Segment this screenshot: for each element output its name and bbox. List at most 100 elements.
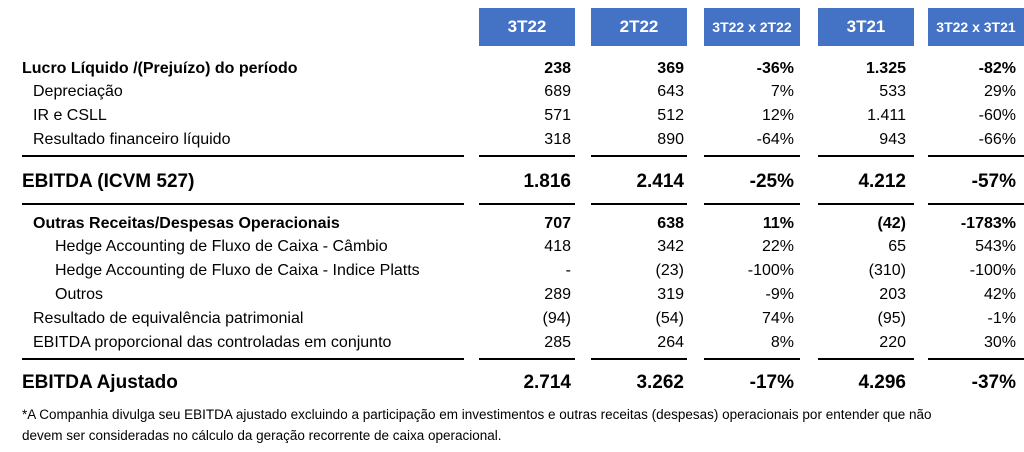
cell-2t22: (54) xyxy=(655,310,684,327)
row-label: Outras Receitas/Despesas Operacionais xyxy=(33,215,340,232)
cell-3t22: 289 xyxy=(544,286,571,303)
row-label: Outros xyxy=(55,286,104,303)
cell-3t21: 1.411 xyxy=(867,107,906,124)
separator-line xyxy=(479,155,575,157)
cell-3t22-vs-2t22: 8% xyxy=(770,334,794,351)
cell-3t22-vs-2t22: -64% xyxy=(756,131,794,148)
cell-3t22-vs-2t22: -36% xyxy=(756,60,794,77)
separator-line xyxy=(22,203,464,205)
cell-2t22: 638 xyxy=(657,215,684,232)
column-header-3t22-vs-3t21: 3T22 x 3T21 xyxy=(928,8,1024,46)
cell-2t22: 2.414 xyxy=(636,171,684,192)
cell-3t21: 533 xyxy=(879,83,906,100)
table-row-resultado-financeiro: Resultado financeiro líquido 318 890 -64… xyxy=(0,128,1024,152)
row-label: Hedge Accounting de Fluxo de Caixa - Ind… xyxy=(55,262,420,279)
cell-3t22-vs-3t21: 30% xyxy=(983,334,1016,351)
row-label: Resultado de equivalência patrimonial xyxy=(33,310,304,327)
separator-line xyxy=(22,155,464,157)
cell-3t22-vs-3t21: -37% xyxy=(971,372,1016,393)
cell-3t22-vs-2t22: -25% xyxy=(749,171,794,192)
cell-3t22: 285 xyxy=(544,334,571,351)
cell-2t22: 264 xyxy=(657,334,684,351)
cell-3t21: (310) xyxy=(868,262,906,279)
table-row-ebitda-proporcional: EBITDA proporcional das controladas em c… xyxy=(0,331,1024,355)
table-row-outras-receitas: Outras Receitas/Despesas Operacionais 70… xyxy=(0,212,1024,236)
table-row-lucro-liquido: Lucro Líquido /(Prejuízo) do período 238… xyxy=(0,57,1024,81)
cell-3t21: 943 xyxy=(879,131,906,148)
separator-line xyxy=(928,358,1024,360)
column-header-3t22-vs-2t22: 3T22 x 2T22 xyxy=(704,8,800,46)
cell-2t22: 643 xyxy=(657,83,684,100)
cell-3t22-vs-2t22: 12% xyxy=(761,107,794,124)
cell-3t21: (42) xyxy=(877,215,906,232)
column-header-2t22: 2T22 xyxy=(591,8,687,46)
row-label: EBITDA (ICVM 527) xyxy=(22,171,195,192)
row-label: EBITDA proporcional das controladas em c… xyxy=(33,334,392,351)
table-row-equivalencia: Resultado de equivalência patrimonial (9… xyxy=(0,307,1024,331)
cell-3t22-vs-2t22: 11% xyxy=(762,215,794,232)
cell-3t22: 689 xyxy=(544,83,571,100)
table-row-depreciacao: Depreciação 689 643 7% 533 29% xyxy=(0,80,1024,104)
cell-3t22-vs-3t21: -1% xyxy=(987,310,1016,327)
table-row-ebitda-icvm: EBITDA (ICVM 527) 1.816 2.414 -25% 4.212… xyxy=(0,169,1024,195)
separator-line xyxy=(928,155,1024,157)
cell-2t22: 342 xyxy=(657,238,684,255)
cell-2t22: 890 xyxy=(657,131,684,148)
cell-2t22: 319 xyxy=(657,286,684,303)
column-header-3t21: 3T21 xyxy=(818,8,914,46)
separator-line xyxy=(704,358,800,360)
row-label: IR e CSLL xyxy=(33,107,107,124)
separator-line xyxy=(479,203,575,205)
cell-3t22-vs-3t21: -60% xyxy=(978,107,1016,124)
cell-2t22: 369 xyxy=(657,60,684,77)
separator-line xyxy=(591,203,687,205)
footnote-line-2: devem ser consideradas no cálculo da ger… xyxy=(22,428,502,443)
cell-3t22: 707 xyxy=(544,215,571,232)
cell-3t21: 220 xyxy=(879,334,906,351)
cell-2t22: 512 xyxy=(657,107,684,124)
cell-3t21: 4.212 xyxy=(858,171,906,192)
cell-3t22-vs-3t21: -100% xyxy=(969,262,1016,279)
cell-3t22: (94) xyxy=(542,310,571,327)
cell-3t22: 238 xyxy=(544,60,571,77)
separator-line xyxy=(591,358,687,360)
row-label: EBITDA Ajustado xyxy=(22,372,178,393)
table-row-hedge-cambio: Hedge Accounting de Fluxo de Caixa - Câm… xyxy=(0,235,1024,259)
cell-3t22-vs-3t21: 29% xyxy=(983,83,1016,100)
separator-line xyxy=(818,203,914,205)
cell-3t22-vs-3t21: -1783% xyxy=(960,215,1016,232)
separator-line xyxy=(928,203,1024,205)
footnote-line-1: *A Companhia divulga seu EBITDA ajustado… xyxy=(22,407,932,422)
row-label: Hedge Accounting de Fluxo de Caixa - Câm… xyxy=(55,238,388,255)
column-header-3t22: 3T22 xyxy=(479,8,575,46)
footnote: *A Companhia divulga seu EBITDA ajustado… xyxy=(22,404,1012,446)
cell-3t22: 571 xyxy=(544,107,571,124)
cell-3t22-vs-3t21: -57% xyxy=(971,171,1016,192)
cell-3t21: 65 xyxy=(888,238,906,255)
cell-3t21: 1.325 xyxy=(865,60,906,77)
table-row-outros: Outros 289 319 -9% 203 42% xyxy=(0,283,1024,307)
separator-line xyxy=(704,155,800,157)
cell-3t22-vs-2t22: 7% xyxy=(770,83,794,100)
cell-3t22-vs-3t21: 42% xyxy=(983,286,1016,303)
separator-line xyxy=(479,358,575,360)
row-label: Resultado financeiro líquido xyxy=(33,131,231,148)
cell-3t22-vs-2t22: 74% xyxy=(761,310,794,327)
separator-line xyxy=(818,155,914,157)
cell-3t22-vs-2t22: -9% xyxy=(765,286,794,303)
separator-line xyxy=(818,358,914,360)
cell-3t22: 318 xyxy=(544,131,571,148)
cell-2t22: (23) xyxy=(655,262,684,279)
cell-3t22: 2.714 xyxy=(523,372,571,393)
cell-3t22-vs-2t22: 22% xyxy=(761,238,794,255)
cell-3t22: 1.816 xyxy=(523,171,571,192)
separator-line xyxy=(22,358,464,360)
cell-2t22: 3.262 xyxy=(636,372,684,393)
cell-3t21: 203 xyxy=(879,286,906,303)
cell-3t21: 4.296 xyxy=(858,372,906,393)
cell-3t22-vs-2t22: -100% xyxy=(747,262,794,279)
table-row-ebitda-ajustado: EBITDA Ajustado 2.714 3.262 -17% 4.296 -… xyxy=(0,370,1024,396)
separator-line xyxy=(591,155,687,157)
cell-3t21: (95) xyxy=(877,310,906,327)
cell-3t22-vs-3t21: -82% xyxy=(978,60,1016,77)
